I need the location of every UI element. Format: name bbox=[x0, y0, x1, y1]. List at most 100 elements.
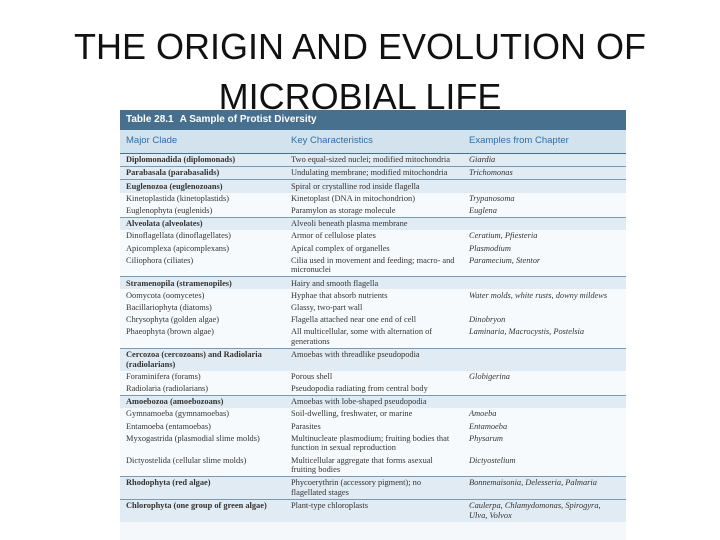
characteristics-cell: Apical complex of organelles bbox=[285, 242, 463, 255]
examples-cell: Water molds, white rusts, downy mildews bbox=[463, 289, 626, 302]
clade-cell: Chlorophyta (one group of green algae) bbox=[120, 499, 285, 522]
characteristics-cell: Paramylon as storage molecule bbox=[285, 204, 463, 218]
table-caption: Table 28.1 A Sample of Protist Diversity bbox=[120, 110, 626, 130]
examples-cell: Giardia bbox=[463, 153, 626, 167]
subclade-row: Dinoflagellata (dinoflagellates) Armor of… bbox=[120, 230, 626, 243]
subclade-row: Gymnamoeba (gymnamoebas) Soil-dwelling, f… bbox=[120, 408, 626, 421]
examples-cell: Physarum bbox=[463, 432, 626, 455]
clade-row: Stramenopila (stramenopiles) Hairy and sm… bbox=[120, 276, 626, 290]
clade-row: Chlorophyta (one group of green algae) Pl… bbox=[120, 499, 626, 522]
characteristics-cell: Multicellular aggregate that forms asexu… bbox=[285, 454, 463, 477]
characteristics-cell: Porous shell bbox=[285, 370, 463, 383]
subclade-row: Euglenophyta (euglenids) Paramylon as sto… bbox=[120, 204, 626, 218]
characteristics-cell: Phycoerythrin (accessory pigment); no fl… bbox=[285, 476, 463, 500]
clade-cell: Chrysophyta (golden algae) bbox=[120, 313, 285, 327]
row-group: Amoebozoa (amoebozoans) Amoebas with lobe… bbox=[120, 395, 626, 477]
clade-cell: Parabasala (parabasalids) bbox=[120, 166, 285, 180]
subclade-row: Kinetoplastida (kinetoplastids) Kinetopla… bbox=[120, 192, 626, 205]
table-figure: Table 28.1 A Sample of Protist Diversity … bbox=[120, 110, 626, 540]
examples-cell bbox=[463, 301, 626, 314]
examples-cell bbox=[463, 179, 626, 193]
clade-row: Euglenozoa (euglenozoans) Spiral or cryst… bbox=[120, 179, 626, 193]
characteristics-cell: Kinetoplast (DNA in mitochondrion) bbox=[285, 192, 463, 205]
clade-row: Cercozoa (cercozoans) and Radiolaria (ra… bbox=[120, 348, 626, 371]
characteristics-cell: Plant-type chloroplasts bbox=[285, 499, 463, 522]
clade-cell: Cercozoa (cercozoans) and Radiolaria (ra… bbox=[120, 348, 285, 371]
examples-cell: Plasmodium bbox=[463, 242, 626, 255]
table-number: Table 28.1 bbox=[126, 114, 174, 125]
clade-cell: Alveolata (alveolates) bbox=[120, 217, 285, 231]
examples-cell: Amoeba bbox=[463, 408, 626, 421]
characteristics-cell: Cilia used in movement and feeding; macr… bbox=[285, 254, 463, 277]
subclade-row: Entamoeba (entamoebas) Parasites Entamoeba bbox=[120, 420, 626, 433]
clade-cell: Amoebozoa (amoebozoans) bbox=[120, 395, 285, 409]
row-group: Rhodophyta (red algae) Phycoerythrin (acc… bbox=[120, 476, 626, 500]
clade-cell: Rhodophyta (red algae) bbox=[120, 476, 285, 500]
slide-title: THE ORIGIN AND EVOLUTION OF MICROBIAL LI… bbox=[40, 22, 680, 122]
characteristics-cell: Glassy, two-part wall bbox=[285, 301, 463, 314]
clade-row: Diplomonadida (diplomonads) Two equal-siz… bbox=[120, 153, 626, 167]
subclade-row: Foraminifera (forams) Porous shell Globige… bbox=[120, 370, 626, 383]
characteristics-cell: Amoebas with lobe-shaped pseudopodia bbox=[285, 395, 463, 409]
examples-cell: Globigerina bbox=[463, 370, 626, 383]
characteristics-cell: Alveoli beneath plasma membrane bbox=[285, 217, 463, 231]
examples-cell: Paramecium, Stentor bbox=[463, 254, 626, 277]
subclade-row: Ciliophora (ciliates) Cilia used in movem… bbox=[120, 254, 626, 277]
subclade-row: Myxogastrida (plasmodial slime molds) Mul… bbox=[120, 432, 626, 455]
clade-cell: Euglenozoa (euglenozoans) bbox=[120, 179, 285, 193]
row-group: Stramenopila (stramenopiles) Hairy and sm… bbox=[120, 276, 626, 349]
clade-cell: Bacillariophyta (diatoms) bbox=[120, 301, 285, 314]
examples-cell: Dinobryon bbox=[463, 313, 626, 327]
row-group: Cercozoa (cercozoans) and Radiolaria (ra… bbox=[120, 348, 626, 396]
examples-cell: Euglena bbox=[463, 204, 626, 218]
examples-cell: Trypanosoma bbox=[463, 192, 626, 205]
subclade-row: Dictyostelida (cellular slime molds) Mult… bbox=[120, 454, 626, 477]
examples-cell: Dictyostelium bbox=[463, 454, 626, 477]
title-line: THE ORIGIN AND EVOLUTION OF bbox=[73, 26, 647, 67]
characteristics-cell: Multinucleate plasmodium; fruiting bodie… bbox=[285, 432, 463, 455]
clade-cell: Ciliophora (ciliates) bbox=[120, 254, 285, 277]
row-group: Euglenozoa (euglenozoans) Spiral or cryst… bbox=[120, 179, 626, 218]
clade-cell: Diplomonadida (diplomonads) bbox=[120, 153, 285, 167]
characteristics-cell: Soil-dwelling, freshwater, or marine bbox=[285, 408, 463, 421]
examples-cell bbox=[463, 276, 626, 290]
clade-cell: Gymnamoeba (gymnamoebas) bbox=[120, 408, 285, 421]
row-group: Diplomonadida (diplomonads) Two equal-siz… bbox=[120, 153, 626, 167]
subclade-row: Bacillariophyta (diatoms) Glassy, two-par… bbox=[120, 301, 626, 314]
characteristics-cell: Undulating membrane; modified mitochondr… bbox=[285, 166, 463, 180]
table-caption-text: A Sample of Protist Diversity bbox=[179, 114, 317, 125]
characteristics-cell: Hairy and smooth flagella bbox=[285, 276, 463, 290]
header-row: Major Clade Key Characteristics Examples… bbox=[120, 130, 626, 154]
table: Major Clade Key Characteristics Examples… bbox=[120, 130, 626, 522]
clade-cell: Apicomplexa (apicomplexans) bbox=[120, 242, 285, 255]
subclade-row: Phaeophyta (brown algae) All multicellula… bbox=[120, 326, 626, 349]
subclade-row: Chrysophyta (golden algae) Flagella attac… bbox=[120, 313, 626, 327]
characteristics-cell: Flagella attached near one end of cell bbox=[285, 313, 463, 327]
examples-cell: Entamoeba bbox=[463, 420, 626, 433]
examples-cell bbox=[463, 217, 626, 231]
clade-cell: Dictyostelida (cellular slime molds) bbox=[120, 454, 285, 477]
column-header: Key Characteristics bbox=[285, 130, 463, 154]
clade-row: Rhodophyta (red algae) Phycoerythrin (acc… bbox=[120, 476, 626, 500]
examples-cell: Trichomonas bbox=[463, 166, 626, 180]
clade-cell: Phaeophyta (brown algae) bbox=[120, 326, 285, 349]
examples-cell bbox=[463, 348, 626, 371]
clade-cell: Radiolaria (radiolarians) bbox=[120, 382, 285, 396]
characteristics-cell: Two equal-sized nuclei; modified mitocho… bbox=[285, 153, 463, 167]
examples-cell: Laminaria, Macrocystis, Postelsia bbox=[463, 326, 626, 349]
clade-row: Amoebozoa (amoebozoans) Amoebas with lobe… bbox=[120, 395, 626, 409]
characteristics-cell: Pseudopodia radiating from central body bbox=[285, 382, 463, 396]
characteristics-cell: Hyphae that absorb nutrients bbox=[285, 289, 463, 302]
row-group: Parabasala (parabasalids) Undulating memb… bbox=[120, 166, 626, 180]
clade-cell: Myxogastrida (plasmodial slime molds) bbox=[120, 432, 285, 455]
characteristics-cell: Parasites bbox=[285, 420, 463, 433]
clade-cell: Oomycota (oomycetes) bbox=[120, 289, 285, 302]
clade-cell: Foraminifera (forams) bbox=[120, 370, 285, 383]
row-group: Chlorophyta (one group of green algae) Pl… bbox=[120, 499, 626, 522]
examples-cell: Caulerpa, Chlamydomonas, Spirogyra, Ulva… bbox=[463, 499, 626, 522]
subclade-row: Apicomplexa (apicomplexans) Apical comple… bbox=[120, 242, 626, 255]
row-group: Alveolata (alveolates) Alveoli beneath pl… bbox=[120, 217, 626, 277]
clade-cell: Kinetoplastida (kinetoplastids) bbox=[120, 192, 285, 205]
examples-cell bbox=[463, 382, 626, 396]
